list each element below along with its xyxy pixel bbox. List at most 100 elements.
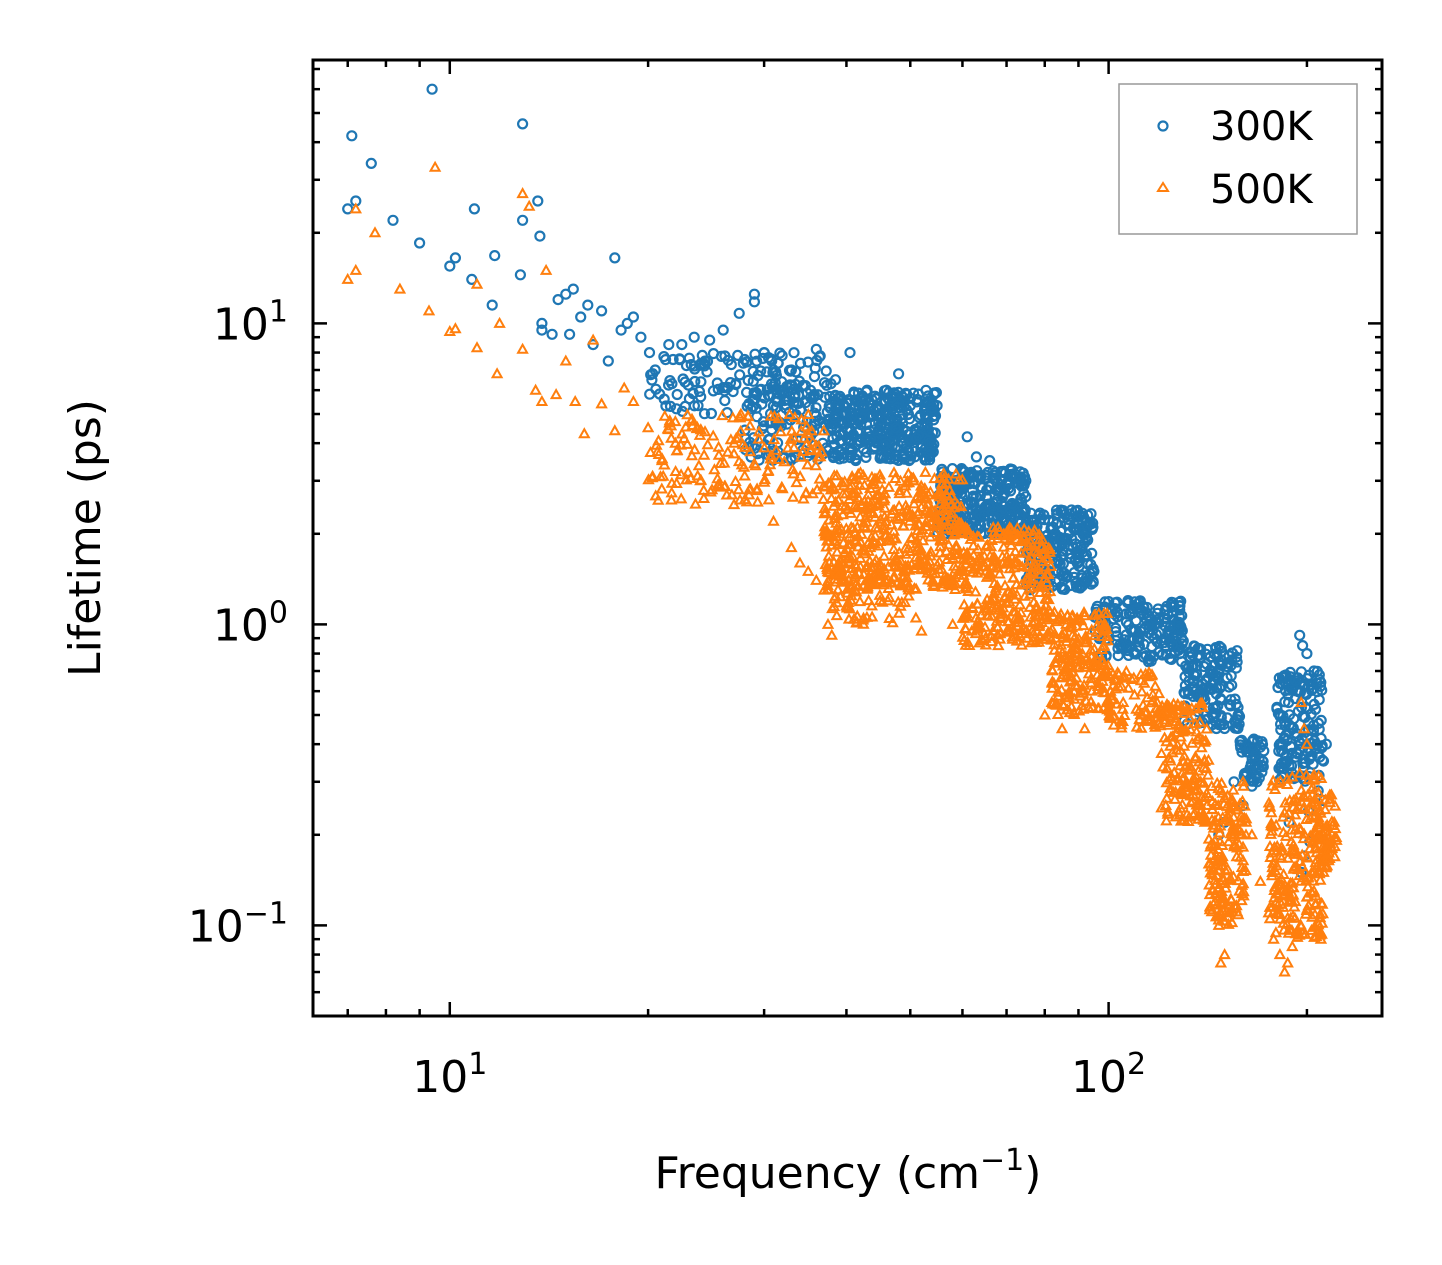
point-300K-1300 bbox=[1121, 639, 1133, 652]
point-500K-715 bbox=[865, 599, 879, 611]
point-300K-1710 bbox=[609, 252, 621, 264]
point-500K-1489 bbox=[1167, 766, 1181, 778]
point-300K-1413 bbox=[1232, 708, 1245, 721]
point-300K-112 bbox=[774, 347, 786, 359]
point-500K-102 bbox=[751, 495, 764, 507]
point-500K-1615 bbox=[1212, 913, 1225, 925]
point-500K-1945 bbox=[422, 304, 436, 316]
point-500K-486 bbox=[899, 547, 912, 559]
point-300K-1588 bbox=[1315, 714, 1327, 727]
point-500K-969 bbox=[970, 619, 983, 631]
point-500K-452 bbox=[909, 582, 923, 594]
point-500K-1231 bbox=[1066, 642, 1079, 654]
point-500K-1958 bbox=[539, 263, 553, 275]
point-500K-1627 bbox=[1218, 876, 1232, 888]
point-500K-497 bbox=[946, 551, 960, 563]
point-500K-106 bbox=[697, 448, 711, 460]
point-500K-1467 bbox=[1182, 814, 1195, 826]
point-500K-1286 bbox=[1118, 708, 1131, 720]
point-300K-121 bbox=[776, 350, 788, 362]
point-500K-488 bbox=[915, 526, 928, 538]
point-500K-977 bbox=[978, 620, 992, 632]
point-500K-1653 bbox=[1235, 887, 1249, 899]
point-500K-93 bbox=[762, 493, 776, 505]
point-300K-1465 bbox=[1225, 694, 1237, 706]
point-500K-154 bbox=[772, 452, 786, 464]
point-500K-1461 bbox=[1161, 805, 1175, 817]
point-500K-162 bbox=[775, 480, 789, 492]
point-300K-603 bbox=[912, 388, 925, 400]
point-300K-1453 bbox=[1199, 683, 1211, 695]
point-500K-1871 bbox=[1316, 897, 1329, 909]
point-300K-1459 bbox=[1215, 680, 1228, 693]
point-500K-534 bbox=[851, 467, 865, 479]
point-300K-579 bbox=[828, 411, 840, 424]
point-500K-1329 bbox=[1135, 708, 1149, 720]
point-300K-549 bbox=[911, 393, 924, 406]
point-500K-815 bbox=[1000, 596, 1013, 608]
point-500K-1168 bbox=[1092, 677, 1105, 689]
point-500K-540 bbox=[861, 571, 875, 583]
point-300K-120 bbox=[695, 357, 707, 370]
point-300K-1664 bbox=[1305, 708, 1317, 720]
point-300K-604 bbox=[845, 425, 857, 437]
point-500K-1005 bbox=[1039, 609, 1052, 621]
point-500K-158 bbox=[652, 447, 666, 459]
point-300K-1749 bbox=[1320, 738, 1332, 750]
point-500K-1214 bbox=[1051, 707, 1065, 719]
point-300K-1690 bbox=[468, 203, 480, 215]
point-500K-146 bbox=[805, 443, 818, 455]
point-500K-151 bbox=[800, 420, 813, 432]
point-300K-126 bbox=[701, 355, 714, 367]
point-500K-1951 bbox=[490, 367, 504, 379]
point-300K-1692 bbox=[489, 250, 501, 262]
y-tick-label-2: 101 bbox=[213, 294, 288, 350]
point-500K-992 bbox=[1032, 605, 1046, 617]
point-300K-77 bbox=[667, 353, 679, 366]
point-500K-1798 bbox=[1268, 782, 1282, 794]
point-500K-628 bbox=[915, 500, 928, 512]
point-500K-919 bbox=[985, 609, 998, 621]
point-500K-408 bbox=[956, 473, 969, 485]
point-500K-784 bbox=[1041, 552, 1055, 564]
point-500K-103 bbox=[802, 407, 815, 419]
point-300K-584 bbox=[905, 434, 918, 446]
x-tick-label-0: 101 bbox=[412, 1047, 487, 1103]
point-500K-1794 bbox=[1286, 909, 1300, 921]
point-500K-1946 bbox=[428, 160, 442, 172]
point-500K-1648 bbox=[1215, 895, 1229, 907]
point-500K-1962 bbox=[578, 427, 591, 439]
point-300K-1647 bbox=[1302, 724, 1315, 736]
point-500K-604 bbox=[922, 488, 935, 500]
point-500K-53 bbox=[689, 497, 702, 509]
point-300K-1748 bbox=[1308, 665, 1320, 677]
legend-label-300K: 300K bbox=[1210, 104, 1314, 150]
point-500K-1899 bbox=[1329, 830, 1343, 842]
point-300K-1460 bbox=[1221, 672, 1233, 684]
point-500K-941 bbox=[991, 557, 1004, 569]
point-500K-342 bbox=[839, 487, 853, 499]
point-500K-962 bbox=[972, 530, 986, 542]
point-500K-155 bbox=[786, 463, 799, 475]
point-500K-148 bbox=[733, 409, 746, 421]
point-500K-1036 bbox=[998, 579, 1012, 591]
point-500K-1869 bbox=[1287, 794, 1300, 806]
point-500K-631 bbox=[937, 522, 950, 534]
point-500K-572 bbox=[825, 538, 839, 550]
point-500K-966 bbox=[1027, 595, 1041, 607]
point-500K-319 bbox=[928, 472, 941, 484]
point-500K-128 bbox=[758, 473, 772, 485]
point-500K-1041 bbox=[1038, 543, 1052, 555]
point-500K-1631 bbox=[1209, 877, 1222, 889]
point-500K-726 bbox=[895, 596, 909, 608]
point-300K-865 bbox=[996, 466, 1008, 478]
point-300K-1644 bbox=[1274, 710, 1286, 723]
point-500K-1957 bbox=[535, 394, 549, 406]
series-500K-points bbox=[341, 160, 1343, 977]
point-300K-1279 bbox=[1111, 630, 1123, 642]
point-500K-1148 bbox=[1077, 619, 1090, 631]
point-500K-1998 bbox=[1177, 755, 1190, 767]
point-500K-1141 bbox=[1077, 606, 1091, 618]
point-500K-1152 bbox=[1086, 700, 1099, 712]
point-300K-209 bbox=[787, 383, 800, 396]
